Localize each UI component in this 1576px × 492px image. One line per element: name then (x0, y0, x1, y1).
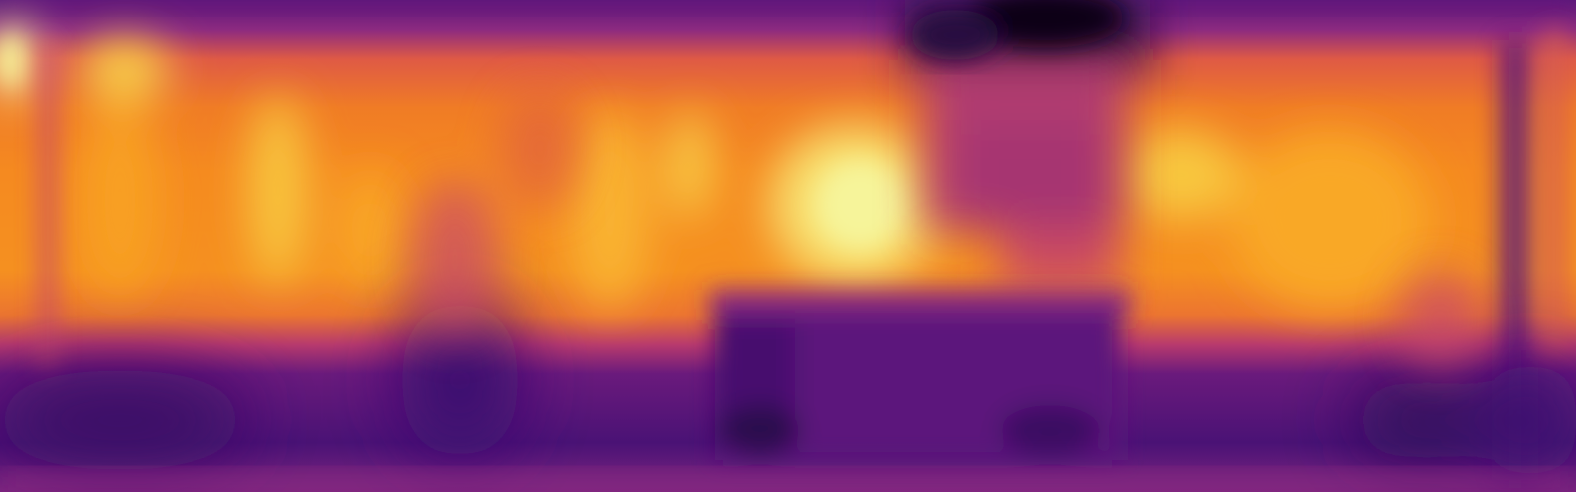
magenta-zone-1 (410, 180, 500, 340)
streak-left-column (80, 100, 160, 300)
top-strip (0, 0, 1576, 14)
box-shadow-right (1000, 405, 1100, 455)
figure-body-shade (960, 120, 1100, 230)
streak-col-1350 (1230, 130, 1430, 310)
magenta-zone-2 (500, 90, 580, 210)
seam-1 (40, 40, 56, 370)
floor-dark-3 (1350, 380, 1490, 460)
magenta-zone-3 (1400, 270, 1480, 370)
streak-col-690 (670, 110, 710, 220)
floor-dark-4 (1480, 360, 1576, 480)
streak-left-top (80, 40, 170, 100)
streak-col-1170 (1120, 130, 1240, 220)
floor-dark-1 (0, 370, 250, 470)
streak-col-275 (250, 95, 306, 285)
blob-top-left (910, 10, 1000, 60)
streak-col-600 (570, 110, 650, 310)
foreground-box (710, 290, 1130, 460)
figure-arm (1000, 230, 1120, 290)
bottom-glow (0, 470, 1576, 492)
streak-col-370 (340, 170, 400, 290)
seam-3 (1545, 30, 1565, 350)
hot-core-center (815, 160, 905, 250)
box-shadow-left (720, 405, 800, 455)
